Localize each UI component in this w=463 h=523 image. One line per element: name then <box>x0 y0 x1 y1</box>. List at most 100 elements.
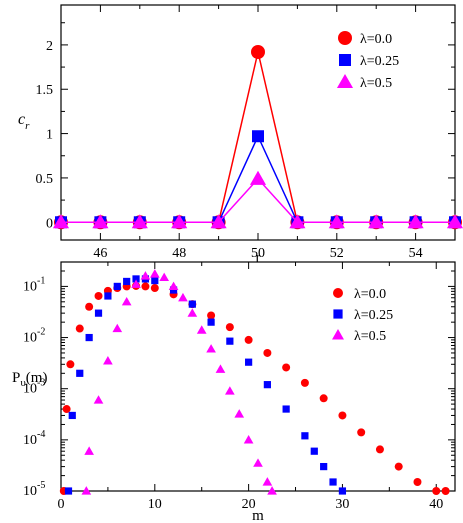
top-data-point <box>210 214 227 229</box>
top-data-point <box>249 170 267 185</box>
bottom-y-axis-label: Pυ(m) <box>12 370 47 389</box>
bottom-data-point <box>207 311 216 320</box>
bottom-x-tick-label: 30 <box>335 497 349 512</box>
bottom-data-point <box>68 411 76 420</box>
bottom-data-point <box>94 291 103 300</box>
bottom-data-point <box>75 324 84 333</box>
tick-base: 10 <box>23 331 37 346</box>
tick-base: 10 <box>23 382 37 397</box>
bottom-data-point <box>85 333 93 342</box>
top-y-tick-label: 1.5 <box>36 83 54 98</box>
bottom-series-2 <box>81 269 277 495</box>
bottom-y-tick-exponent: -1 <box>37 275 45 286</box>
bottom-data-point <box>310 447 318 455</box>
top-data-point <box>52 214 70 229</box>
bottom-data-point <box>62 405 71 414</box>
top-y-tick-label: 1 <box>46 128 53 143</box>
top-plot-frame <box>60 4 456 241</box>
top-legend-marker <box>336 73 354 89</box>
top-x-tick-label: 54 <box>409 246 423 261</box>
bottom-y-tick-label: 10 <box>23 484 37 499</box>
top-data-point <box>446 214 463 229</box>
bottom-y-tick-label: 10 <box>23 331 37 346</box>
bottom-data-point <box>215 364 226 373</box>
tick-base: 10 <box>23 484 37 499</box>
bottom-data-point <box>441 487 450 495</box>
bottom-data-point <box>140 271 151 280</box>
bottom-data-point <box>66 360 75 369</box>
top-data-point <box>92 214 109 229</box>
top-x-tick-label: 52 <box>330 246 344 261</box>
bottom-data-point <box>267 486 277 495</box>
bottom-data-point <box>150 284 159 293</box>
bottom-data-point <box>357 428 366 437</box>
bottom-data-point <box>338 411 347 420</box>
top-data-point <box>131 214 148 229</box>
bottom-data-point <box>141 282 150 291</box>
top-x-tick-label: 48 <box>172 246 186 261</box>
bottom-data-point <box>263 381 271 389</box>
bottom-x-tick-label: 40 <box>429 497 443 512</box>
bottom-data-point <box>121 296 132 306</box>
bottom-y-tick-label: 10 <box>23 279 37 294</box>
bottom-x-axis-label: m <box>252 508 264 523</box>
top-x-tick-label: 46 <box>93 246 107 261</box>
bottom-data-point <box>329 478 337 486</box>
bottom-data-point <box>263 348 272 357</box>
bottom-data-point <box>244 335 253 344</box>
bottom-data-point <box>64 487 73 495</box>
top-legend-label: λ=0.0 <box>360 32 392 47</box>
bottom-legend-label: λ=0.0 <box>354 287 386 302</box>
bottom-legend-marker <box>333 288 343 298</box>
top-data-point <box>368 214 385 229</box>
bottom-y-tick-exponent: -4 <box>37 429 45 440</box>
bottom-y-tick-exponent: -5 <box>37 480 45 491</box>
bottom-data-point <box>168 281 179 291</box>
bottom-series-1 <box>64 275 347 495</box>
bottom-data-point <box>234 409 245 418</box>
top-y-axis-label: cr <box>18 111 30 132</box>
bottom-legend-marker <box>333 309 343 319</box>
tick-base: 10 <box>23 433 37 448</box>
bottom-data-point <box>253 458 263 467</box>
top-chart: cr r 46 48 50 52 54 0 0.5 1 1.5 2 λ=0.0 λ=0.25 λ=0.5 <box>18 4 463 266</box>
bottom-data-point <box>225 323 234 332</box>
bottom-data-point <box>245 358 253 366</box>
bottom-x-tick-label: 0 <box>58 497 65 512</box>
top-x-axis-label: r <box>256 250 261 266</box>
top-data-point <box>328 214 345 229</box>
bottom-plot-frame <box>60 261 456 492</box>
top-x-tick-label: 50 <box>251 246 265 261</box>
bottom-data-point <box>112 323 123 333</box>
bottom-data-point <box>413 477 422 486</box>
bottom-data-point <box>81 486 92 495</box>
bottom-legend-label: λ=0.25 <box>354 308 393 323</box>
bottom-data-point <box>159 272 170 282</box>
bottom-y-tick-exponent: -3 <box>37 378 45 389</box>
bottom-data-point <box>187 308 198 317</box>
top-y-tick-label: 0.5 <box>36 172 54 187</box>
bottom-data-point <box>282 405 290 413</box>
bottom-data-point <box>85 302 94 311</box>
bottom-data-point <box>226 337 234 345</box>
bottom-data-point <box>196 325 207 334</box>
bottom-data-point <box>149 269 160 278</box>
top-data-point <box>252 130 264 143</box>
bottom-data-point <box>394 462 403 471</box>
top-legend-marker <box>338 31 352 45</box>
top-series-2 <box>52 170 463 229</box>
bottom-data-point <box>178 292 188 302</box>
bottom-data-point <box>123 277 131 286</box>
tick-base: 10 <box>23 279 37 294</box>
bottom-data-point <box>375 445 384 454</box>
bottom-data-point <box>113 282 121 291</box>
bottom-data-point <box>84 446 94 455</box>
top-legend-label: λ=0.5 <box>360 76 392 91</box>
bottom-y-tick-exponent: -2 <box>37 327 45 338</box>
bottom-data-point <box>76 369 84 377</box>
bottom-data-point <box>188 300 196 308</box>
top-data-point <box>407 214 424 229</box>
top-y-tick-label: 2 <box>46 39 53 54</box>
bottom-legend-label: λ=0.5 <box>354 329 386 344</box>
